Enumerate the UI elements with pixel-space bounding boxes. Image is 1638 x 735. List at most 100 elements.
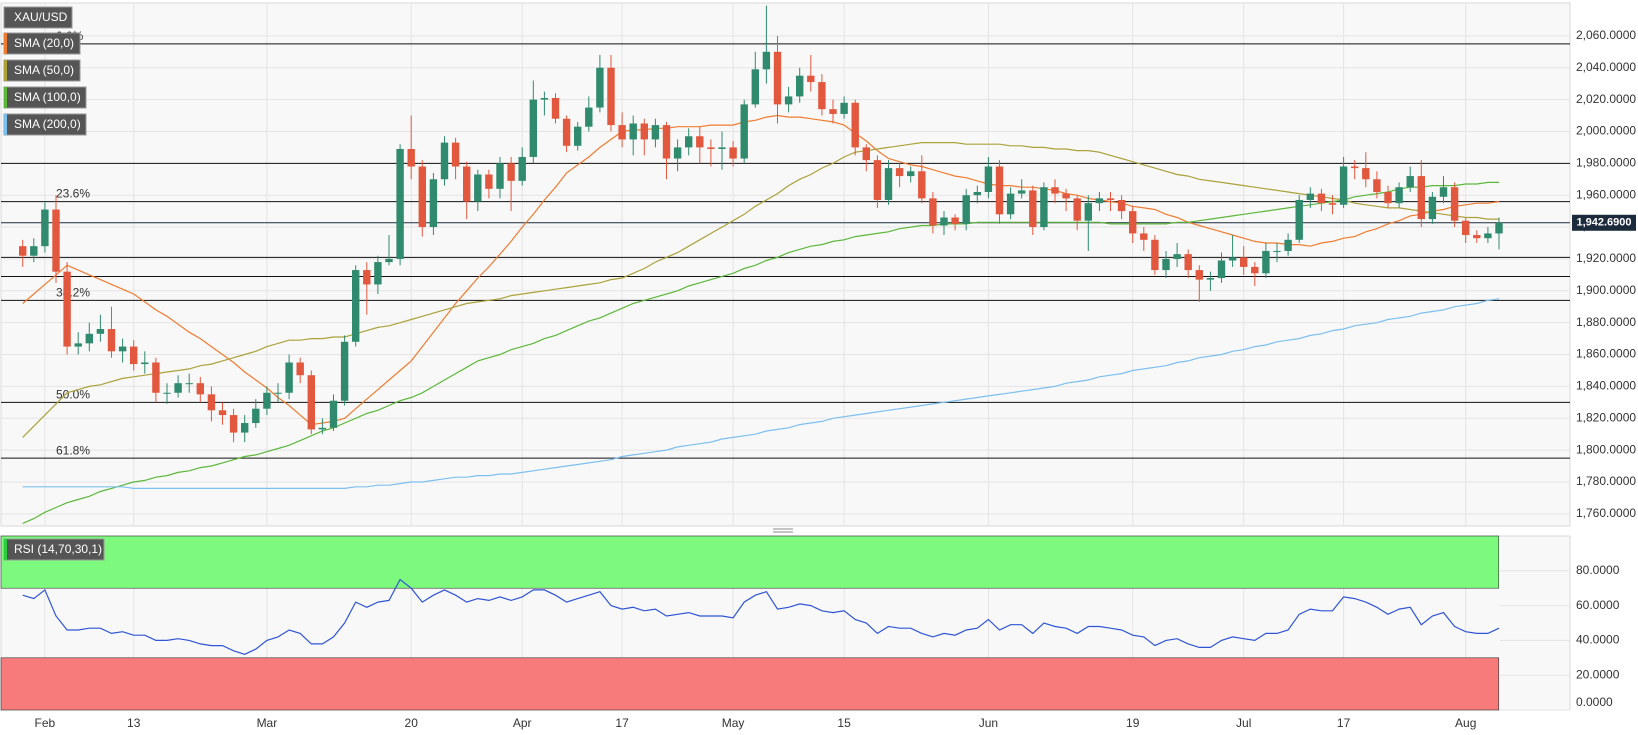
candle-body [318,427,327,430]
y-tick-label: 1,900.0000 [1576,283,1636,297]
y-tick-label: 1,860.0000 [1576,347,1636,361]
candle-body [52,209,60,272]
y-tick-label: 1,800.0000 [1576,442,1636,456]
candle-body [796,75,804,97]
candle-body [607,67,615,126]
x-tick-label: 13 [127,716,141,730]
candle-body [1095,198,1104,204]
candle-body [740,104,748,159]
candle-body [1040,187,1048,228]
candle-body [1428,196,1437,220]
candle-body [141,362,149,365]
legend-label: XAU/USD [14,10,68,24]
sma-line [22,181,1499,524]
candle-body [918,171,926,199]
candle-body [396,148,404,259]
candle-body [1140,233,1148,240]
candle-body [551,98,560,119]
legend-swatch [4,33,7,54]
candle-body [773,51,782,105]
candle-body [385,258,393,263]
candle-body [429,179,438,228]
candle-body [984,166,993,193]
candle-body [96,329,105,334]
x-tick-label: Jul [1236,716,1251,730]
y-tick-label: 1,880.0000 [1576,315,1636,329]
candle-body [1306,193,1314,200]
candle-body [1051,187,1059,194]
candle-body [1228,257,1237,261]
candle-body [640,123,648,140]
candle-body [19,246,27,256]
y-tick-label: 80.0000 [1576,563,1620,577]
candle-body [940,217,948,226]
legend-item[interactable]: SMA (20,0) [3,32,81,55]
legend-item[interactable]: SMA (200,0) [3,113,87,136]
candle-body [1084,203,1092,221]
legend-item[interactable]: RSI (14,70,30,1) [3,538,105,561]
candle-body [807,75,815,83]
candle-body [962,195,970,224]
y-tick-label: 1,960.0000 [1576,187,1636,201]
y-tick-label: 60.0000 [1576,598,1620,612]
x-tick-label: 15 [837,716,851,730]
candle-body [1262,250,1270,274]
candle-body [718,147,726,149]
candle-body [30,246,38,256]
last-price-label: 1,942.6900 [1576,217,1631,229]
candle-body [851,102,859,148]
candle-body [1495,222,1503,234]
candle-body [163,392,171,394]
candle-body [1439,187,1448,197]
y-tick-label: 2,020.0000 [1576,92,1636,106]
candle-body [1384,192,1392,204]
panel-handle[interactable] [773,528,793,533]
candle-body [263,392,271,409]
candle-body [629,123,637,140]
candle-body [1129,211,1137,234]
candle-body [1206,278,1215,280]
candle-body [707,147,715,149]
candle-body [174,383,182,393]
sma-line [22,142,1499,438]
legend-swatch [4,87,7,108]
candle-body [1117,199,1126,212]
candle-body [862,147,870,161]
y-tick-label: 20.0000 [1576,667,1620,681]
rsi-line [22,578,1500,655]
legend-label: SMA (50,0) [14,63,74,77]
legend-swatch [4,114,7,135]
x-tick-label: 17 [1337,716,1351,730]
candle-body [85,333,93,344]
y-tick-label: 2,000.0000 [1576,124,1636,138]
fib-label: 23.6% [56,187,90,201]
y-tick-label: 40.0000 [1576,633,1620,647]
candle-body [1450,187,1459,221]
legend-item[interactable]: SMA (100,0) [3,86,87,109]
last-price-box [1572,214,1636,231]
candle-body [296,362,304,376]
candle-body [907,171,915,177]
candle-body [241,423,249,433]
candle-body [1417,176,1425,220]
candle-body [185,383,193,385]
x-tick-label: Jun [979,716,998,730]
candle-body [1273,250,1281,252]
candle-body [762,51,771,70]
candle-body [651,125,660,140]
legend-item[interactable]: XAU/USD [3,6,73,29]
candle-body [1317,193,1326,204]
candle-body [474,174,482,202]
rsi-zone [0,535,1500,589]
candle-body [1462,220,1470,236]
legend-item[interactable]: SMA (50,0) [3,59,81,82]
candle-body [1251,266,1259,274]
candle-body [1173,254,1181,259]
candle-body [252,408,260,424]
x-tick-label: May [722,716,745,730]
candle-body [751,69,759,105]
candle-body [1006,193,1015,215]
candle-body [1240,257,1248,267]
candle-body [107,329,116,352]
candle-body [1029,190,1037,228]
